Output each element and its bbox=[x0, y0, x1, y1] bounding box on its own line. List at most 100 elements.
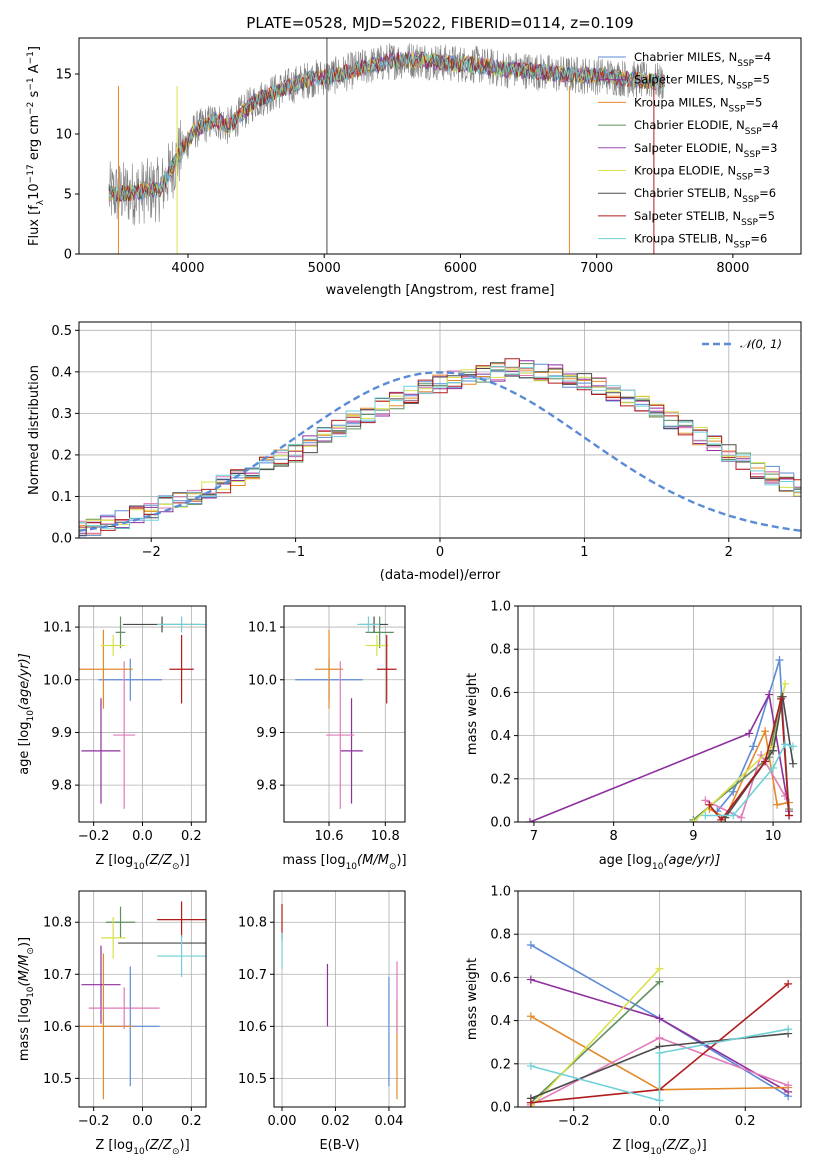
weight-vs-age-marker bbox=[761, 727, 770, 736]
xlabel: age [log10(age/yr)] bbox=[599, 853, 721, 872]
spectrum-xtick-label: 6000 bbox=[444, 261, 477, 276]
weight-vs-z-marker bbox=[784, 979, 793, 988]
weight-vs-z-line bbox=[530, 1028, 789, 1102]
mass-vs-ebv-points bbox=[281, 904, 398, 1100]
mass-vs-ebv-ytick-label: 10.5 bbox=[238, 1072, 267, 1087]
weight-vs-age-marker bbox=[775, 656, 784, 664]
weight-vs-age-marker bbox=[749, 742, 758, 751]
ylabel: mass weight bbox=[465, 673, 480, 755]
weight-vs-z-ytick-label: 0.8 bbox=[490, 928, 511, 943]
histogram-ylabel: Normed distribution bbox=[27, 365, 42, 495]
spectrum-ylabel: Flux [fλ10−17 erg cm−2 s−1 A−1] bbox=[26, 46, 46, 246]
age-vs-z-ytick-label: 10.1 bbox=[43, 621, 72, 636]
mass-vs-ebv-xtick-label: 0.04 bbox=[374, 1114, 403, 1129]
histogram-ytick-label: 0.1 bbox=[51, 490, 72, 505]
weight-vs-z-marker bbox=[655, 1049, 664, 1057]
weight-vs-age-ytick-label: 0.6 bbox=[490, 686, 511, 701]
weight-vs-age-xtick-label: 9 bbox=[689, 829, 697, 844]
weight-vs-age-marker bbox=[745, 729, 754, 738]
weight-vs-age-marker bbox=[773, 800, 782, 809]
spectrum-axes: 4000 5000 6000 7000 8000 0 5 10 15 bbox=[55, 68, 749, 277]
weight-vs-age-marker bbox=[765, 690, 774, 699]
weight-vs-age-marker bbox=[705, 800, 714, 809]
spectrum-ytick-label: 5 bbox=[64, 188, 72, 203]
legend-entry: Salpeter ELODIE, NSSP=3 bbox=[634, 141, 777, 160]
histogram-xtick-label: −2 bbox=[142, 545, 161, 560]
spectrum-ytick-label: 10 bbox=[55, 128, 72, 143]
weight-vs-z-series bbox=[526, 941, 793, 1107]
legend-entry: 𝒩(0, 1) bbox=[740, 337, 782, 351]
mass-vs-z-xtick-label: −0.2 bbox=[78, 1114, 110, 1129]
legend-entry: Salpeter MILES, NSSP=5 bbox=[634, 73, 770, 92]
weight-vs-z-ytick-label: 0.0 bbox=[490, 1101, 511, 1116]
weight-vs-age-ytick-label: 0.4 bbox=[490, 729, 511, 744]
weight-vs-z-marker bbox=[655, 1014, 664, 1023]
spectrum-ytick-label: 15 bbox=[55, 68, 72, 83]
ylabel: mass [log10(M/M⊙)] bbox=[17, 937, 36, 1061]
mass-vs-z-frame bbox=[78, 890, 207, 1108]
weight-vs-age-xtick-label: 7 bbox=[530, 829, 538, 844]
mass-vs-z-points bbox=[79, 901, 206, 1100]
mass-vs-ebv-ytick-label: 10.7 bbox=[238, 968, 267, 983]
histogram-steps bbox=[79, 358, 801, 537]
weight-vs-z-marker bbox=[526, 1098, 535, 1107]
mass-vs-ebv-axes: 0.00 0.02 0.04 10.5 10.6 10.7 10.8 bbox=[238, 891, 405, 1129]
legend-entry: Chabrier MILES, NSSP=4 bbox=[634, 50, 771, 69]
histogram-ytick-label: 0.3 bbox=[51, 407, 72, 422]
mass-vs-z-ytick-label: 10.5 bbox=[43, 1072, 72, 1087]
age-vs-mass-ytick-label: 9.9 bbox=[256, 726, 277, 741]
weight-vs-age-marker bbox=[777, 694, 786, 703]
age-vs-mass-points bbox=[295, 616, 397, 809]
age-vs-mass-ytick-label: 10.1 bbox=[248, 621, 277, 636]
legend-entry: Chabrier ELODIE, NSSP=4 bbox=[634, 118, 779, 137]
weight-vs-z-marker bbox=[655, 977, 664, 986]
weight-vs-z-marker bbox=[784, 1025, 793, 1034]
mass-vs-z-ytick-label: 10.7 bbox=[43, 968, 72, 983]
age-vs-z-xtick-label: 0.0 bbox=[132, 829, 153, 844]
age-vs-z-xtick-label: −0.2 bbox=[78, 829, 110, 844]
spectrum-xtick-label: 4000 bbox=[171, 261, 204, 276]
legend-entry: Kroupa STELIB, NSSP=6 bbox=[634, 232, 767, 251]
weight-vs-age-marker bbox=[781, 740, 790, 749]
weight-vs-age-marker bbox=[789, 742, 798, 751]
weight-vs-age-marker bbox=[701, 796, 710, 805]
histogram-frame bbox=[78, 321, 802, 539]
xlabel: Z [log10(Z/Z⊙)] bbox=[612, 1138, 706, 1157]
histogram-series bbox=[79, 367, 801, 534]
histogram-axes: −2 −1 0 1 2 0.0 0.1 0.2 0.3 0.4 0.5 bbox=[51, 322, 801, 560]
ylabel: mass weight bbox=[465, 958, 480, 1040]
xlabel: Z [log10(Z/Z⊙)] bbox=[95, 853, 189, 872]
mass-vs-ebv-xtick-label: 0.00 bbox=[268, 1114, 297, 1129]
weight-vs-age-axes: 7 8 9 10 0.0 0.2 0.4 0.6 0.8 1.0 bbox=[490, 600, 801, 844]
age-vs-z-axes: −0.2 0.0 0.2 9.8 9.9 10.0 10.1 bbox=[43, 606, 206, 844]
weight-vs-age-ytick-label: 0.8 bbox=[490, 643, 511, 658]
weight-vs-age-line bbox=[724, 696, 794, 819]
weight-vs-z-marker bbox=[784, 1081, 793, 1090]
weight-vs-z-ytick-label: 0.4 bbox=[490, 1014, 511, 1029]
model-spectrum-line bbox=[108, 51, 665, 202]
age-vs-mass-axes: 10.6 10.8 9.8 9.9 10.0 10.1 bbox=[248, 606, 405, 844]
weight-vs-z-marker bbox=[526, 975, 535, 984]
age-vs-mass-frame bbox=[283, 605, 406, 823]
weight-vs-age-marker bbox=[769, 764, 778, 772]
mass-vs-ebv-ytick-label: 10.6 bbox=[238, 1020, 267, 1035]
mass-vs-z-ytick-label: 10.8 bbox=[43, 916, 72, 931]
spectrum-xlabel: wavelength [Angstrom, rest frame] bbox=[326, 283, 555, 298]
age-vs-z-ytick-label: 9.9 bbox=[51, 726, 72, 741]
mass-vs-z-xtick-label: 0.0 bbox=[132, 1114, 153, 1129]
weight-vs-age-series bbox=[525, 656, 798, 822]
weight-vs-z-line bbox=[530, 981, 661, 1104]
age-vs-mass-ytick-label: 9.8 bbox=[256, 779, 277, 794]
spectrum-ytick-label: 0 bbox=[64, 248, 72, 263]
weight-vs-age-marker bbox=[717, 815, 726, 822]
mass-vs-ebv-xtick-label: 0.02 bbox=[321, 1114, 350, 1129]
histogram-xtick-label: 2 bbox=[725, 545, 733, 560]
mass-vs-ebv-frame bbox=[273, 890, 406, 1108]
weight-vs-z-line bbox=[530, 968, 661, 1107]
weight-vs-age-marker bbox=[769, 746, 778, 755]
weight-vs-z-ytick-label: 0.6 bbox=[490, 971, 511, 986]
weight-vs-age-marker bbox=[737, 813, 746, 822]
ylabel: age [log10(age/yr)] bbox=[17, 653, 36, 775]
xlabel: E(B-V) bbox=[319, 1138, 359, 1153]
weight-vs-z-xtick-label: 0.2 bbox=[735, 1114, 756, 1129]
